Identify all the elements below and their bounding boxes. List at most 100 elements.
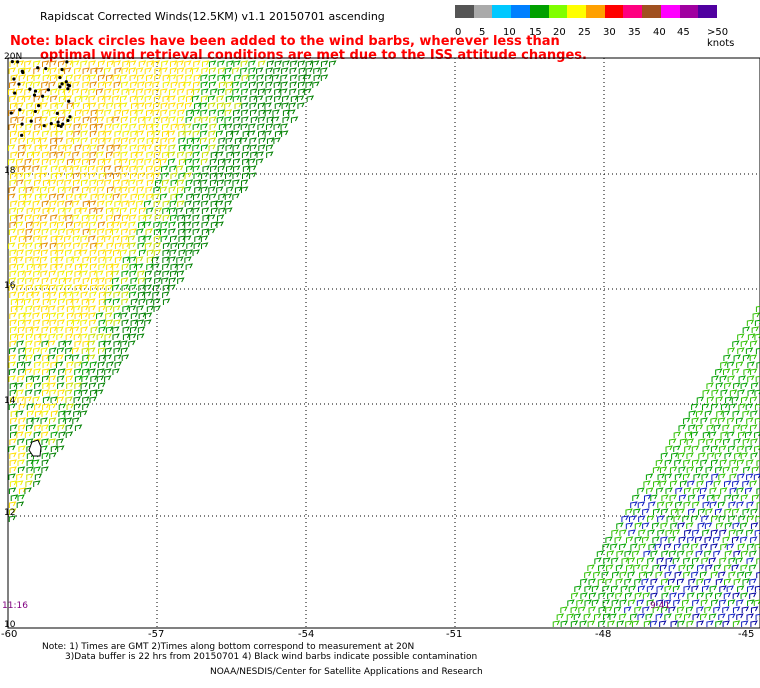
wind-barb	[669, 438, 677, 445]
wind-barb	[153, 228, 162, 235]
wind-barb	[8, 158, 16, 165]
wind-barb	[696, 396, 705, 403]
wind-barb	[49, 298, 58, 305]
legend-swatch	[698, 5, 718, 18]
wind-barb	[571, 592, 579, 599]
wind-barb	[72, 291, 80, 298]
wind-barb	[625, 536, 634, 543]
wind-barb	[742, 354, 751, 361]
wind-barb	[738, 431, 746, 438]
wind-barb	[65, 431, 74, 438]
wind-barb	[113, 249, 121, 256]
wind-barb	[26, 403, 35, 410]
wind-barb	[65, 347, 73, 354]
wind-barb	[611, 529, 619, 536]
wind-barb	[208, 130, 216, 137]
wind-barb	[162, 263, 170, 270]
wind-barb	[659, 480, 667, 487]
wind-barb	[25, 305, 34, 312]
wind-barb	[177, 123, 185, 130]
wind-barb	[89, 102, 97, 109]
wind-barb	[274, 88, 282, 95]
wind-barb	[25, 256, 33, 263]
wind-barb	[32, 291, 40, 298]
wind-barb	[128, 305, 137, 312]
wind-barb	[80, 130, 89, 137]
wind-barb	[746, 459, 754, 466]
wind-barb	[128, 158, 137, 165]
wind-barb	[240, 123, 249, 130]
wind-barb	[74, 382, 82, 389]
wind-barb	[192, 137, 201, 144]
wind-barb	[24, 158, 33, 165]
wind-barb	[72, 151, 80, 158]
wind-barb	[104, 109, 112, 116]
wind-barb	[64, 417, 73, 424]
wind-barb	[567, 599, 575, 606]
wind-barb	[136, 158, 144, 165]
wind-barb	[584, 599, 592, 606]
wind-barb	[8, 67, 17, 74]
legend-swatch	[473, 5, 493, 18]
wind-barb	[89, 179, 97, 186]
wind-barb	[153, 242, 162, 249]
wind-barb	[144, 116, 152, 123]
wind-barb	[161, 277, 169, 284]
wind-barb	[129, 144, 138, 151]
wind-barb	[733, 550, 741, 557]
wind-barb	[208, 144, 216, 151]
wind-barb	[224, 193, 233, 200]
wind-barb	[32, 375, 41, 382]
wind-barb	[18, 319, 26, 326]
wind-barb	[755, 613, 760, 620]
wind-barb	[639, 571, 647, 578]
wind-barb	[168, 144, 176, 151]
wind-barb	[50, 326, 58, 333]
wind-barb	[41, 249, 49, 256]
wind-barb	[65, 270, 74, 277]
wind-barb	[66, 193, 74, 200]
wind-barb	[705, 564, 713, 571]
wind-barb	[682, 473, 691, 480]
legend-label: 30	[603, 27, 616, 38]
wind-barb	[9, 340, 17, 347]
wind-barb	[695, 466, 704, 473]
wind-barb	[106, 361, 114, 368]
wind-barb	[691, 543, 699, 550]
wind-barb	[73, 242, 81, 249]
wind-barb	[72, 214, 80, 221]
wind-barb	[719, 599, 727, 606]
wind-barb	[710, 459, 719, 466]
wind-barb	[666, 515, 674, 522]
wind-barb	[620, 585, 629, 592]
wind-barb	[580, 592, 588, 599]
wind-barb	[129, 256, 137, 263]
wind-barb	[723, 438, 731, 445]
wind-barb	[697, 564, 705, 571]
wind-barb	[48, 403, 57, 410]
wind-barb	[112, 74, 120, 81]
wind-barb	[160, 193, 168, 200]
wind-barb	[121, 200, 129, 207]
wind-barb	[9, 221, 17, 228]
wind-barb	[137, 333, 145, 340]
wind-barb	[193, 179, 202, 186]
wind-barb	[97, 200, 105, 207]
map-title: Rapidscat Corrected Winds(12.5KM) v1.1 2…	[40, 10, 385, 23]
wind-barb	[136, 88, 144, 95]
wind-barb	[698, 494, 706, 501]
wind-barb	[241, 116, 249, 123]
wind-barb	[704, 536, 712, 543]
wind-barb	[209, 109, 217, 116]
wind-barb	[713, 494, 721, 501]
wind-barb	[719, 459, 728, 466]
wind-barb	[668, 536, 676, 543]
wind-barb	[24, 270, 33, 277]
wind-barb	[82, 396, 90, 403]
wind-barb	[42, 151, 50, 158]
wind-barb	[114, 354, 122, 361]
contamination-dot	[65, 60, 69, 64]
wind-barb	[754, 403, 760, 410]
wind-barb	[49, 452, 57, 459]
